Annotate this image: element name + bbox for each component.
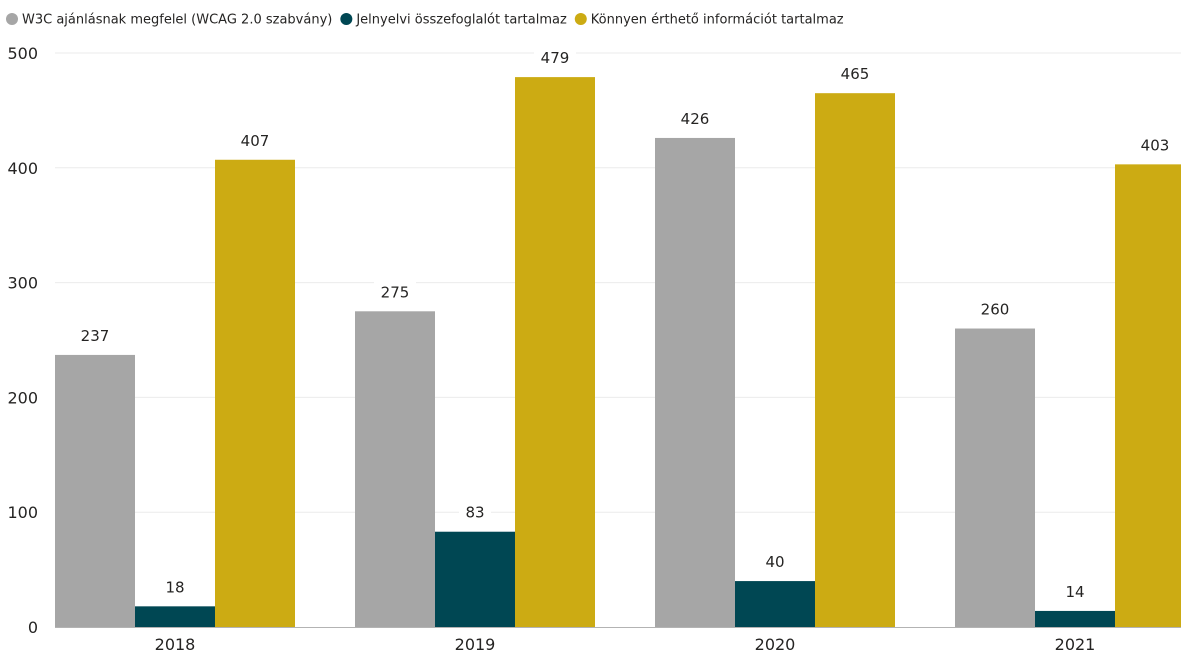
data-label-background [834, 63, 876, 86]
data-label: 465 [841, 65, 870, 83]
data-label: 83 [465, 504, 484, 522]
y-tick-label: 300 [7, 274, 38, 293]
data-label: 14 [1065, 583, 1084, 601]
legend-item[interactable]: Könnyen érthető információt tartalmaz [574, 13, 844, 28]
bar[interactable] [135, 606, 215, 627]
legend-item[interactable]: W3C ajánlásnak megfelel (WCAG 2.0 szabvá… [6, 13, 332, 28]
y-tick-label: 100 [7, 503, 38, 522]
y-tick-label: 400 [7, 159, 38, 178]
y-tick-label: 200 [7, 388, 38, 407]
bar[interactable] [55, 354, 135, 627]
legend-label: Jelnyelvi összefoglalót tartalmaz [355, 13, 567, 28]
data-label-background [159, 576, 191, 599]
data-label: 275 [381, 283, 410, 301]
data-label: 479 [541, 49, 570, 67]
bar[interactable] [435, 531, 515, 627]
data-labels: 237 18 407 275 83 479 426 40 465 260 14 403 [74, 47, 1176, 603]
data-label-background [974, 298, 1016, 321]
x-tick-label: 2021 [1055, 635, 1096, 652]
x-tick-label: 2018 [155, 635, 196, 652]
data-label-background [459, 501, 491, 524]
x-axis: 2018 2019 2020 2021 [55, 627, 1181, 652]
data-label: 407 [241, 132, 270, 150]
data-label-background [674, 107, 716, 130]
data-label: 260 [981, 301, 1010, 319]
legend-marker [574, 13, 587, 25]
legend: W3C ajánlásnak megfelel (WCAG 2.0 szabvá… [6, 13, 844, 28]
bars [55, 77, 1181, 628]
data-label: 426 [681, 110, 710, 128]
bar[interactable] [655, 137, 735, 627]
x-tick-label: 2020 [755, 635, 796, 652]
data-label-background [534, 47, 576, 70]
bar[interactable] [515, 77, 595, 627]
data-label-background [1059, 580, 1091, 603]
data-label: 403 [1141, 136, 1170, 154]
legend-marker [6, 13, 18, 25]
data-label-background [74, 324, 116, 347]
data-label-background [759, 551, 791, 574]
legend-item[interactable]: Jelnyelvi összefoglalót tartalmaz [340, 13, 567, 28]
data-label: 40 [765, 553, 784, 571]
y-axis: 0 100 200 300 400 500 [7, 44, 38, 637]
bar[interactable] [735, 581, 815, 627]
data-label-background [1134, 134, 1176, 157]
bar[interactable] [1035, 610, 1115, 627]
x-tick-label: 2019 [455, 635, 496, 652]
bar[interactable] [815, 93, 895, 628]
bar[interactable] [215, 159, 295, 627]
y-tick-label: 500 [7, 44, 38, 63]
legend-label: W3C ajánlásnak megfelel (WCAG 2.0 szabvá… [22, 13, 332, 28]
bar[interactable] [355, 311, 435, 627]
bar[interactable] [1115, 164, 1181, 627]
legend-label: Könnyen érthető információt tartalmaz [591, 13, 844, 28]
bar[interactable] [955, 328, 1035, 627]
y-tick-label: 0 [28, 618, 38, 637]
data-label: 18 [165, 578, 184, 596]
data-label: 237 [81, 327, 110, 345]
legend-marker [340, 13, 353, 25]
data-label-background [374, 281, 416, 304]
data-label-background [234, 129, 276, 152]
